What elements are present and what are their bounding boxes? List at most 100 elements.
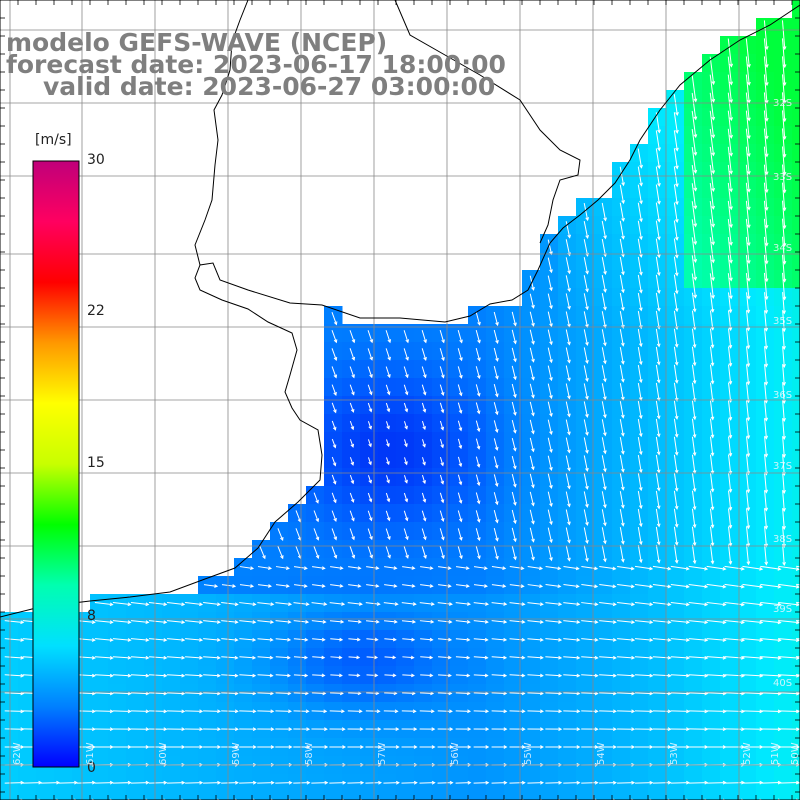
wind-arrow <box>619 256 624 275</box>
wind-arrow-head <box>656 343 661 348</box>
wind-arrow <box>673 418 678 437</box>
wind-arrow-head <box>404 425 408 430</box>
wind-arrow-head <box>621 378 625 383</box>
wind-arrow-head <box>440 462 445 467</box>
wind-arrow <box>724 583 744 588</box>
speed-cell <box>792 342 800 361</box>
wind-arrow-head <box>710 560 715 565</box>
wind-arrow-head <box>411 566 416 570</box>
wind-arrow-head <box>621 558 625 563</box>
wind-arrow <box>403 475 408 483</box>
wind-arrow-head <box>603 558 607 563</box>
wind-arrow-head <box>199 620 204 624</box>
wind-arrow-head <box>395 727 400 732</box>
wind-arrow <box>745 38 750 67</box>
wind-arrow-head <box>746 507 751 512</box>
wind-arrow <box>634 656 653 659</box>
wind-arrow-head <box>603 306 607 311</box>
wind-arrow <box>349 384 355 395</box>
wind-arrow <box>331 330 337 343</box>
wind-arrow-head <box>674 541 679 546</box>
wind-arrow <box>331 402 337 413</box>
wind-arrow <box>457 492 462 504</box>
wind-arrow <box>764 382 767 403</box>
wind-arrow-head <box>350 498 355 503</box>
wind-arrow-head <box>558 745 563 749</box>
wind-arrow <box>529 491 534 506</box>
wind-arrow-head <box>531 394 535 399</box>
wind-arrow <box>673 364 678 383</box>
wind-arrow-head <box>199 709 204 714</box>
wind-arrow <box>727 255 732 281</box>
wind-arrow-head <box>531 304 535 309</box>
wind-arrow-head <box>341 602 346 606</box>
speed-cell <box>558 792 577 800</box>
wind-arrow <box>724 638 744 641</box>
wind-arrow <box>76 638 95 641</box>
longitude-label: 53W <box>669 742 680 765</box>
wind-arrow <box>419 692 434 694</box>
country-border <box>394 0 581 244</box>
wind-arrow <box>348 584 361 587</box>
wind-arrow <box>475 420 480 432</box>
wind-arrow-head <box>704 638 709 642</box>
wind-arrow-head <box>692 542 697 547</box>
wind-arrow <box>421 348 427 361</box>
wind-arrow-head <box>728 380 733 385</box>
wind-arrow-head <box>685 602 690 607</box>
wind-arrow-head <box>603 522 607 527</box>
wind-arrow-head <box>145 602 150 607</box>
wind-arrow-head <box>631 673 636 678</box>
wind-arrow-head <box>405 536 409 541</box>
wind-arrow <box>295 510 301 522</box>
wind-arrow-head <box>269 655 274 660</box>
wind-arrow-head <box>549 395 553 400</box>
speed-cell <box>342 792 361 800</box>
wind-arrow-head <box>315 518 320 523</box>
wind-arrow <box>583 293 588 310</box>
wind-arrow-head <box>656 451 661 456</box>
speed-cell <box>792 180 800 199</box>
wind-arrow <box>76 674 95 677</box>
wind-arrow-head <box>795 584 800 589</box>
wind-arrow <box>709 255 714 281</box>
wind-arrow <box>367 384 373 395</box>
wind-arrow <box>781 92 786 122</box>
wind-arrow <box>547 401 552 417</box>
wind-arrow <box>563 656 580 659</box>
wind-arrow <box>419 620 434 623</box>
wind-arrow-head <box>674 505 679 510</box>
wind-arrow-head <box>603 378 607 383</box>
wind-arrow-head <box>764 543 769 548</box>
wind-arrow <box>4 674 24 677</box>
wind-arrow-head <box>693 205 698 210</box>
wind-arrow <box>746 364 750 385</box>
wind-arrow <box>691 310 696 330</box>
wind-arrow <box>617 620 635 623</box>
wind-arrow-head <box>513 429 517 434</box>
wind-arrow-head <box>692 452 697 457</box>
wind-arrow-head <box>235 745 239 749</box>
wind-arrow <box>547 293 553 309</box>
wind-arrow-head <box>585 467 589 472</box>
wind-arrow <box>257 566 272 569</box>
wind-arrow-head <box>728 560 733 565</box>
wind-arrow <box>637 184 642 204</box>
wind-arrow-head <box>759 584 764 589</box>
wind-arrow <box>745 236 750 264</box>
wind-arrow <box>349 457 354 466</box>
wind-arrow-head <box>288 709 292 714</box>
wind-arrow-head <box>338 655 343 660</box>
wind-arrow <box>709 454 714 474</box>
speed-cell <box>288 792 307 800</box>
wind-arrow <box>691 74 697 102</box>
wind-arrow-head <box>483 566 488 570</box>
wind-arrow <box>565 257 571 274</box>
wind-arrow-head <box>693 223 698 228</box>
wind-arrow <box>367 475 372 483</box>
wind-arrow-head <box>234 638 239 642</box>
wind-arrow-head <box>692 434 697 439</box>
wind-arrow <box>275 566 289 569</box>
wind-arrow-head <box>494 446 499 451</box>
wind-arrow <box>563 565 579 570</box>
